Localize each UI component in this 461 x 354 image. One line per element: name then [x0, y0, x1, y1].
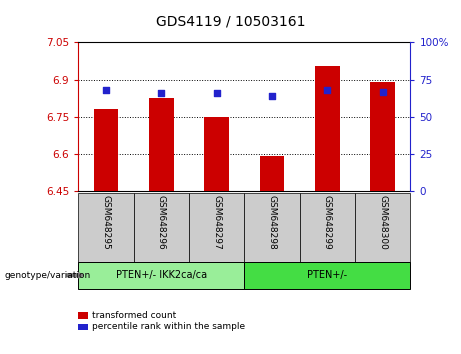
Text: GSM648300: GSM648300	[378, 195, 387, 250]
Point	[268, 93, 276, 99]
Text: GSM648299: GSM648299	[323, 195, 332, 250]
Point	[379, 89, 386, 95]
Bar	[260, 156, 284, 191]
Point	[158, 90, 165, 96]
Text: GDS4119 / 10503161: GDS4119 / 10503161	[156, 14, 305, 28]
Bar	[94, 109, 118, 191]
Point	[213, 90, 220, 96]
Point	[324, 87, 331, 93]
Bar	[370, 82, 395, 191]
Bar	[149, 98, 174, 191]
Text: GSM648296: GSM648296	[157, 195, 166, 250]
Text: genotype/variation: genotype/variation	[5, 271, 91, 280]
Text: PTEN+/-: PTEN+/-	[307, 270, 348, 280]
Text: GSM648297: GSM648297	[212, 195, 221, 250]
Text: GSM648295: GSM648295	[101, 195, 111, 250]
Bar	[204, 117, 229, 191]
Text: PTEN+/- IKK2ca/ca: PTEN+/- IKK2ca/ca	[116, 270, 207, 280]
Text: transformed count: transformed count	[92, 311, 177, 320]
Point	[102, 87, 110, 93]
Bar	[315, 66, 340, 191]
Text: GSM648298: GSM648298	[267, 195, 277, 250]
Text: percentile rank within the sample: percentile rank within the sample	[92, 322, 245, 331]
